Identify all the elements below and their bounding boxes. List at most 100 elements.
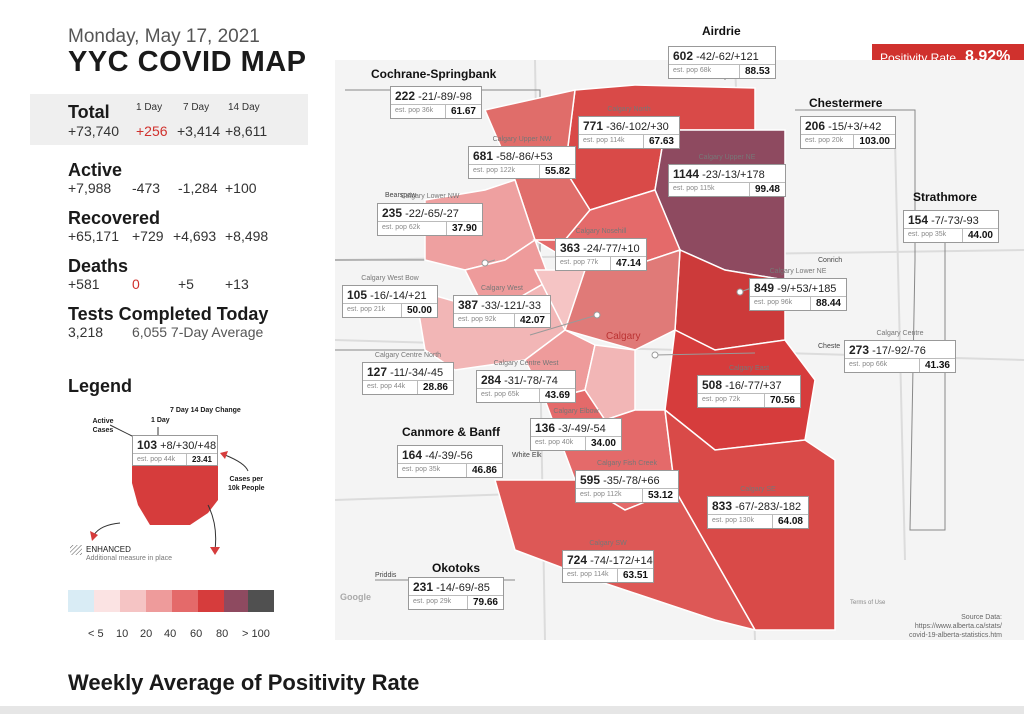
region-active-cases: 771 [583, 119, 604, 133]
region-cases-per-10k: 41.36 [924, 360, 950, 371]
region-name: Calgary Centre West [493, 360, 559, 367]
place-strathmore: Strathmore [913, 190, 978, 204]
active-7day: -1,284 [178, 180, 218, 196]
deaths-label: Deaths [68, 256, 129, 276]
recovered-1day: +729 [132, 228, 164, 244]
color-scale-swatch [68, 590, 94, 612]
active-label: Active [68, 160, 123, 180]
region-changes: -35/-78/+66 [603, 475, 660, 487]
region-changes: -17/-92/-76 [872, 345, 926, 357]
region-active-cases: 595 [580, 473, 601, 487]
region-active-cases: 508 [702, 378, 723, 392]
chestermere-small-label: Cheste [818, 343, 841, 350]
region-name: Calgary Nosehill [575, 228, 627, 235]
legend-sample-active: 103 [137, 438, 158, 452]
region-changes: -11/-34/-45 [390, 367, 444, 379]
region-population: est. pop 77k [556, 257, 611, 270]
region-changes: -16/-77/+37 [725, 380, 782, 392]
active-section: Active +7,988 -473 -1,284 +100 [30, 160, 308, 200]
region-active-cases: 387 [458, 298, 479, 312]
total-7day: +3,414 [177, 123, 221, 139]
color-scale-swatch [248, 590, 274, 612]
deaths-1day: 0 [132, 276, 140, 292]
region-active-cases: 127 [367, 365, 388, 379]
region-box: Calgary SE 833 -67/-283/-182 est. pop 130k… [707, 486, 809, 529]
region-active-cases: 363 [560, 241, 581, 255]
region-name: Calgary West Bow [361, 275, 419, 282]
region-name: Calgary Elbow [553, 408, 599, 415]
region-active-cases: 222 [395, 89, 416, 103]
region-population: est. pop 21k [343, 304, 402, 317]
place-okotoks: Okotoks [432, 561, 481, 575]
legend-1day-label: 1 Day [151, 417, 170, 424]
region-cases-per-10k: 99.48 [754, 184, 780, 195]
source-label: Source Data: [961, 614, 1002, 621]
recovered-value: +65,171 [68, 228, 119, 244]
region-box: Calgary Centre North 127 -11/-34/-45 est. … [362, 352, 454, 395]
white-label: White Elk [512, 452, 542, 459]
source-url-1: https://www.alberta.ca/stats/ [914, 623, 1002, 630]
region-box: Calgary Lower NW 235 -22/-65/-27 est. pop … [377, 193, 483, 236]
place-airdrie: Airdrie [702, 24, 741, 38]
color-scale-swatch [172, 590, 198, 612]
region-changes: -31/-78/-74 [504, 375, 558, 387]
region-population: est. pop 20k [801, 135, 855, 148]
conrich-label: Conrich [818, 257, 843, 264]
priddis-label: Priddis [375, 572, 397, 579]
deaths-14day: +13 [225, 276, 249, 292]
region-cases-per-10k: 64.08 [777, 516, 803, 527]
region-changes: -74/-172/+14 [590, 555, 653, 567]
total-7day-header: 7 Day [183, 102, 210, 113]
region-changes: -9/+53/+185 [777, 283, 837, 295]
recovered-label: Recovered [68, 208, 161, 228]
region-cases-per-10k: 42.07 [519, 315, 545, 326]
region-population: est. pop 62k [378, 222, 447, 235]
region-name: Calgary East [728, 365, 770, 372]
recovered-7day: +4,693 [173, 228, 217, 244]
legend-sample-changes: +8/+30/+48 [160, 440, 217, 452]
region-changes: -15/+3/+42 [828, 121, 882, 133]
total-section: Total 1 Day 7 Day 14 Day +73,740 +256 +3… [30, 94, 308, 145]
region-changes: -22/-65/-27 [405, 208, 459, 220]
region-box: Calgary Upper NE 1144 -23/-13/+178 est. po… [668, 154, 786, 197]
region-population: est. pop 72k [698, 394, 765, 407]
legend-sample-pop: est. pop 44k [133, 454, 187, 465]
region-population: est. pop 92k [454, 314, 515, 327]
color-scale-label: 60 [190, 628, 203, 640]
color-scale-swatch [224, 590, 250, 612]
active-value: +7,988 [68, 180, 112, 196]
region-population: est. pop 122k [469, 165, 540, 178]
date-text: Monday, May 17, 2021 [68, 26, 260, 47]
region-active-cases: 206 [805, 119, 826, 133]
region-changes: -3/-49/-54 [558, 423, 606, 435]
region-name: Calgary Centre [876, 330, 924, 337]
color-scale-label: > 100 [242, 628, 270, 640]
region-box: 231 -14/-69/-85 est. pop 29k 79.66 [408, 577, 504, 610]
region-changes: -24/-77/+10 [583, 243, 640, 255]
region-box: Calgary SW 724 -74/-172/+14 est. pop 114k 6… [562, 540, 654, 583]
region-active-cases: 833 [712, 499, 733, 513]
region-box: Calgary Centre West 284 -31/-78/-74 est. p… [476, 360, 576, 403]
bottom-title: Weekly Average of Positivity Rate [68, 670, 420, 695]
region-population: est. pop 115k [669, 183, 750, 196]
region-changes: -33/-121/-33 [481, 300, 542, 312]
region-box: Calgary Nosehill 363 -24/-77/+10 est. pop … [555, 228, 647, 271]
region-cases-per-10k: 46.86 [471, 465, 497, 476]
color-scale-swatch [146, 590, 172, 612]
region-box: Calgary West 387 -33/-121/-33 est. pop 92k… [453, 285, 551, 328]
region-changes: -14/-69/-85 [436, 582, 490, 594]
bearspaw-label: Bearspaw [385, 192, 417, 199]
region-active-cases: 724 [567, 553, 588, 567]
region-active-cases: 136 [535, 421, 556, 435]
region-box: Calgary West Bow 105 -16/-14/+21 est. pop … [342, 275, 438, 318]
bottom-scrollbar [0, 706, 1024, 714]
region-population: est. pop 114k [563, 569, 618, 582]
page-title: YYC COVID MAP [68, 46, 307, 78]
legend-sample-per: 23.41 [191, 455, 212, 464]
region-population: est. pop 112k [576, 489, 643, 502]
place-cochrane: Cochrane-Springbank [371, 67, 497, 81]
region-cases-per-10k: 53.12 [647, 490, 673, 501]
region-name: Calgary Centre North [374, 352, 442, 359]
color-scale-label: 10 [116, 628, 129, 640]
region-box: Calgary East 508 -16/-77/+37 est. pop 72k 7… [697, 365, 801, 408]
